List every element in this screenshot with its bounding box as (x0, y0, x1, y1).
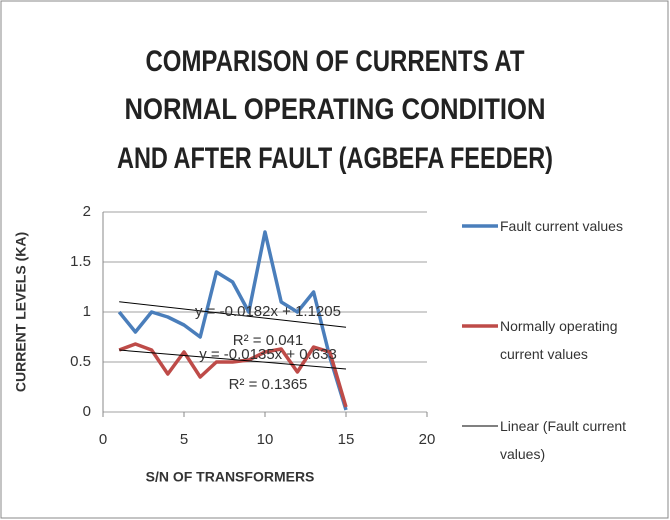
x-axis-label: S/N OF TRANSFORMERS (146, 469, 315, 485)
trendline-r2: R² = 0.041 (233, 332, 303, 349)
x-tick-label: 10 (257, 431, 274, 448)
trendline-equation: y = -0.0135x + 0.633 (199, 346, 337, 363)
y-tick-label: 2 (83, 203, 91, 220)
chart-title: AND AFTER FAULT (AGBEFA FEEDER) (117, 142, 553, 175)
trendline-r2: R² = 0.1365 (229, 376, 308, 393)
series-line (117, 230, 348, 411)
chart-title: NORMAL OPERATING CONDITION (125, 93, 546, 126)
trendline-equation: y = -0.0182x + 1.1205 (195, 303, 341, 320)
x-tick-label: 5 (180, 431, 188, 448)
y-tick-label: 1.5 (70, 253, 91, 270)
x-tick-label: 15 (338, 431, 355, 448)
x-tick-label: 0 (99, 431, 107, 448)
y-tick-label: 0.5 (70, 353, 91, 370)
legend-label: Normally operating current values (500, 318, 618, 362)
trendline (119, 301, 347, 328)
chart-title: COMPARISON OF CURRENTS AT (146, 45, 525, 78)
y-tick-label: 1 (83, 303, 91, 320)
legend-label: Fault current values (500, 218, 623, 234)
y-tick-label: 0 (83, 403, 91, 420)
series-line (118, 342, 348, 408)
y-axis-label: CURRENT LEVELS (KA) (13, 232, 29, 392)
legend-label: Linear (Fault current values) (500, 418, 627, 462)
trendline (119, 349, 347, 370)
x-tick-label: 20 (419, 431, 436, 448)
